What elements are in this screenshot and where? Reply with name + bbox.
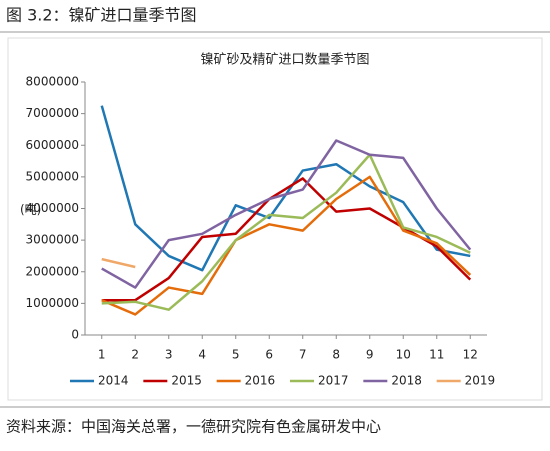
series-line bbox=[101, 175, 472, 316]
x-tick-label: 6 bbox=[265, 348, 273, 362]
chart-title: 镍矿砂及精矿进口数量季节图 bbox=[200, 53, 369, 68]
source: 资料来源：中国海关总署，一德研究院有色金属研发中心 bbox=[6, 418, 381, 436]
series-line bbox=[101, 257, 136, 269]
y-tick-label: 3000000 bbox=[26, 233, 79, 247]
x-tick-label: 5 bbox=[232, 348, 240, 362]
x-tick-label: 1 bbox=[98, 348, 106, 362]
x-tick-label: 12 bbox=[463, 348, 478, 362]
y-tick-label: 2000000 bbox=[26, 264, 79, 278]
y-tick-label: 5000000 bbox=[26, 169, 79, 183]
legend-label: 2015 bbox=[171, 374, 202, 388]
x-tick-label: 4 bbox=[198, 348, 206, 362]
series-line bbox=[101, 177, 472, 302]
series-line bbox=[101, 153, 471, 311]
y-tick-label: 7000000 bbox=[26, 106, 79, 120]
legend-label: 2014 bbox=[98, 374, 129, 388]
x-tick-label: 7 bbox=[299, 348, 307, 362]
y-tick-label: 4000000 bbox=[26, 201, 79, 215]
y-tick-label: 6000000 bbox=[26, 138, 79, 152]
x-tick-label: 2 bbox=[131, 348, 139, 362]
y-tick-label: 1000000 bbox=[26, 296, 79, 310]
y-tick-label: 8000000 bbox=[26, 75, 79, 89]
x-tick-label: 8 bbox=[332, 348, 340, 362]
y-tick-label: 0 bbox=[71, 328, 79, 342]
x-tick-label: 9 bbox=[366, 348, 374, 362]
x-tick-label: 3 bbox=[165, 348, 173, 362]
legend-label: 2017 bbox=[318, 374, 349, 388]
x-tick-label: 11 bbox=[429, 348, 444, 362]
legend-label: 2019 bbox=[465, 374, 496, 388]
chart-frame bbox=[7, 37, 543, 401]
legend-label: 2018 bbox=[391, 374, 422, 388]
x-tick-label: 10 bbox=[396, 348, 411, 362]
y-axis-label: (吨) bbox=[20, 203, 41, 217]
header-title: 图 3.2：镍矿进口量季节图 bbox=[6, 6, 197, 25]
series-line bbox=[101, 139, 472, 289]
legend-label: 2016 bbox=[245, 374, 276, 388]
